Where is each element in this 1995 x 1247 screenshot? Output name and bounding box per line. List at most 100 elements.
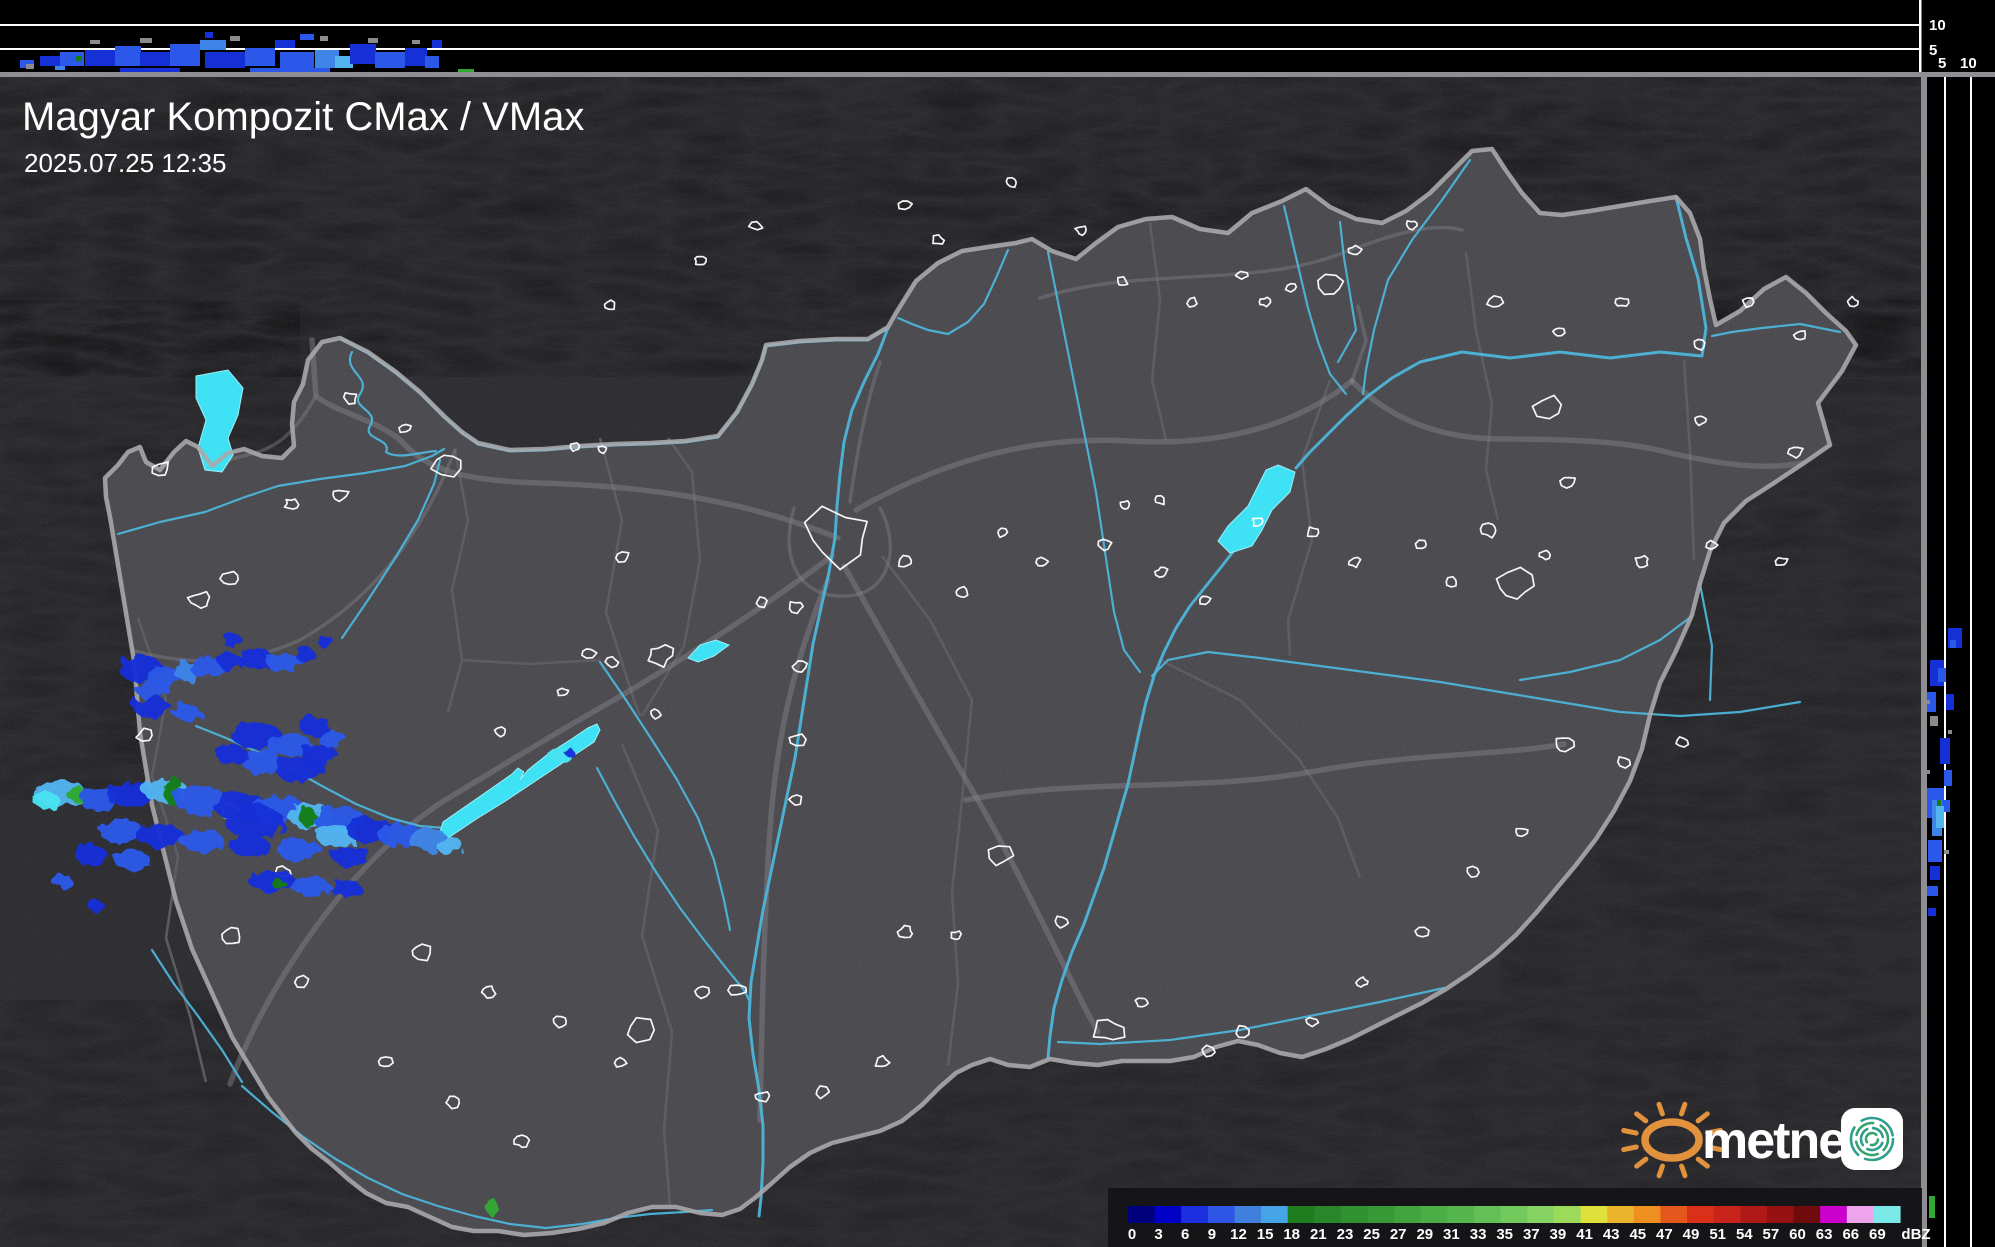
legend-label: 37 xyxy=(1523,1226,1540,1243)
legend-label: 3 xyxy=(1154,1226,1162,1243)
right-profile-label-5: 5 xyxy=(1938,55,1946,72)
city-marker xyxy=(1694,415,1708,427)
sun-ray xyxy=(1705,1127,1723,1136)
precipitation-echo xyxy=(106,782,154,808)
right-profile-echo xyxy=(1930,866,1940,880)
river-koros-branch xyxy=(1518,614,1694,682)
city-marker xyxy=(1531,394,1563,420)
city-marker xyxy=(1201,1044,1216,1058)
precipitation-echo xyxy=(216,745,248,765)
river-ipoly xyxy=(896,248,1010,336)
precipitation-echo xyxy=(222,633,242,647)
legend-labels: 0 3 6 9 12 15 18 21 23 25 27 29 31 33 35 37 39 41 43 45 47 49… xyxy=(1128,1226,1931,1243)
legend-label: 27 xyxy=(1390,1226,1407,1243)
right-profile-panel xyxy=(1921,0,1995,1247)
precipitation-echo xyxy=(563,747,573,755)
city-marker xyxy=(950,930,963,941)
river-tisza-upper xyxy=(1294,195,1708,470)
lake-tisza xyxy=(1217,464,1296,554)
city-marker xyxy=(135,727,153,742)
river-mosoni-duna xyxy=(348,350,438,457)
top-profile-echo xyxy=(425,56,439,68)
top-profile-echo xyxy=(230,36,240,41)
horizontal-separator xyxy=(0,72,1995,77)
legend-segment xyxy=(1367,1206,1395,1223)
river-tisza-lower xyxy=(1046,546,1238,1060)
city-marker xyxy=(1538,549,1552,561)
top-profile-echo xyxy=(300,34,314,40)
city-marker xyxy=(1445,575,1458,588)
legend-label: 9 xyxy=(1208,1226,1216,1243)
city-marker xyxy=(932,233,946,245)
city-marker xyxy=(1616,756,1632,769)
city-marker xyxy=(727,984,748,996)
city-marker xyxy=(1495,566,1535,600)
county-borders-layer xyxy=(136,221,1696,1207)
river-berettyo xyxy=(1698,582,1714,702)
city-marker xyxy=(1485,294,1505,308)
right-profile-echo xyxy=(1937,800,1941,806)
spiral-app-icon xyxy=(1841,1108,1903,1170)
lake-velence xyxy=(687,639,731,663)
legend-segment xyxy=(1154,1206,1182,1223)
legend-label: 41 xyxy=(1576,1226,1593,1243)
precipitation-echo xyxy=(218,653,244,671)
top-profile-echo xyxy=(200,40,226,50)
legend-segment xyxy=(1766,1206,1795,1223)
vertical-separator xyxy=(1921,72,1927,1247)
sun-icon-core xyxy=(1641,1118,1703,1162)
river-raba xyxy=(116,447,446,536)
map-area xyxy=(0,77,1921,1247)
top-profile-echo xyxy=(55,66,65,70)
city-marker xyxy=(556,687,570,697)
river-sarviz xyxy=(598,660,732,932)
city-marker xyxy=(1634,554,1649,569)
city-marker xyxy=(896,924,914,939)
terrain-grain xyxy=(0,77,1921,1247)
top-profile-echo xyxy=(26,64,34,69)
precipitation-echo xyxy=(190,658,222,678)
top-profile-echo xyxy=(315,50,339,68)
legend-label: 49 xyxy=(1683,1226,1700,1243)
legend-segment xyxy=(1846,1206,1874,1223)
top-profile-echo xyxy=(250,68,330,72)
legend-segment xyxy=(1580,1206,1608,1223)
sun-ray xyxy=(1679,1101,1688,1117)
city-marker xyxy=(604,655,620,669)
legend-segment xyxy=(1181,1206,1209,1223)
city-marker xyxy=(647,643,675,669)
legend-label: 43 xyxy=(1603,1226,1620,1243)
country-border xyxy=(102,146,1859,1238)
top-profile-echo xyxy=(350,44,376,64)
city-marker xyxy=(1551,327,1566,337)
river-koros xyxy=(1150,650,1802,718)
top-profile-echo xyxy=(280,52,314,68)
legend-label: dBZ xyxy=(1901,1226,1930,1243)
city-marker xyxy=(897,200,914,211)
city-marker xyxy=(1786,446,1804,459)
legend-segment xyxy=(1207,1206,1236,1223)
city-marker xyxy=(603,299,616,311)
corner-panel xyxy=(1921,0,1995,77)
right-profile-echo xyxy=(1944,770,1952,786)
city-marker xyxy=(788,600,805,615)
top-profile-echo xyxy=(405,48,427,66)
city-marker xyxy=(815,1085,831,1100)
top-profile-axis-line xyxy=(1919,0,1922,72)
top-profile-echo xyxy=(275,40,295,48)
legend-label: 0 xyxy=(1128,1226,1136,1243)
precipitation-echo xyxy=(136,681,168,699)
top-profile-echo xyxy=(205,32,213,38)
city-marker xyxy=(1792,330,1807,341)
logo-text: metnet xyxy=(1702,1112,1862,1170)
precipitation-echo xyxy=(114,850,150,870)
precipitation-echo xyxy=(332,846,372,866)
sun-ray xyxy=(1656,1163,1665,1179)
top-profile-echoes xyxy=(20,32,474,73)
precipitation-echo xyxy=(299,716,331,736)
right-profile-echo xyxy=(1926,692,1936,712)
precipitation-echo xyxy=(225,806,285,838)
legend-segment xyxy=(1234,1206,1262,1223)
city-marker xyxy=(569,442,581,453)
river-mura xyxy=(150,948,244,1084)
